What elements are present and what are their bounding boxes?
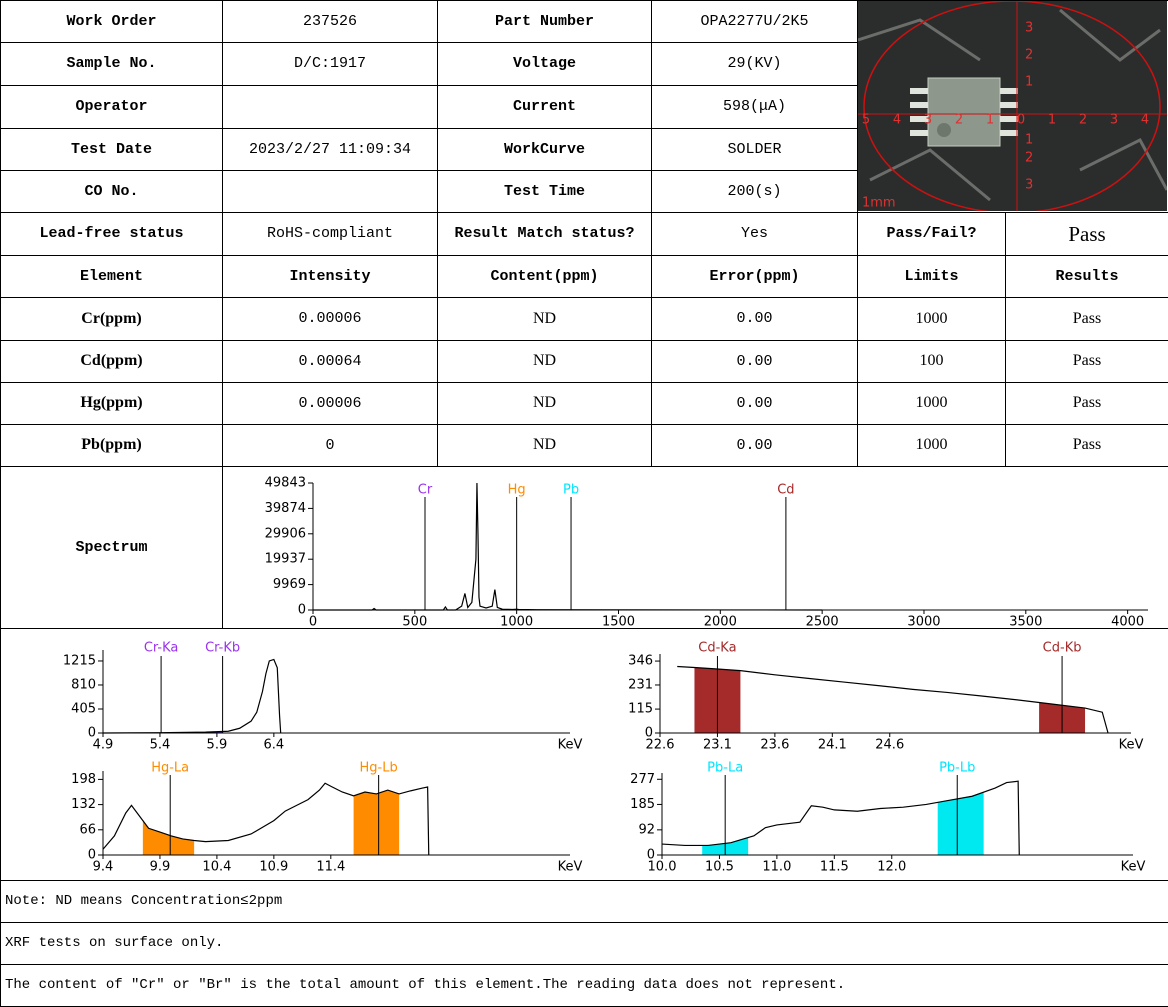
element-cell: 0.00064 [222,340,438,383]
info-label: Test Time [437,170,652,213]
status-cell: RoHS-compliant [222,212,438,256]
info-value: 200(s) [651,170,858,213]
element-cell: Pass [1005,382,1168,425]
column-header: Content(ppm) [437,255,652,298]
column-header: Element [0,255,223,298]
info-value: D/C:1917 [222,42,438,86]
element-cell: Hg(ppm) [0,382,223,425]
status-cell: Lead-free status [0,212,223,256]
spectrum-label: Spectrum [0,466,223,629]
info-value: OPA2277U/2K5 [651,0,858,43]
element-cell: ND [437,297,652,341]
element-cell: 0.00 [651,382,858,425]
info-label: CO No. [0,170,223,213]
element-cell: 1000 [857,424,1006,467]
detail-charts-cell [0,628,1168,881]
info-label: Sample No. [0,42,223,86]
element-cell: 0.00 [651,297,858,341]
note: XRF tests on surface only. [0,922,1168,965]
status-cell: Yes [651,212,858,256]
element-cell: 0.00 [651,340,858,383]
element-cell: ND [437,382,652,425]
element-cell: Pass [1005,340,1168,383]
info-label: WorkCurve [437,128,652,171]
info-value: 237526 [222,0,438,43]
column-header: Intensity [222,255,438,298]
note: Note: ND means Concentration≤2ppm [0,880,1168,923]
info-value: 2023/2/27 11:09:34 [222,128,438,171]
info-label: Operator [0,85,223,129]
info-value: 598(μA) [651,85,858,129]
element-cell: 0.00006 [222,297,438,341]
element-cell: 0.00 [651,424,858,467]
element-cell: Pass [1005,297,1168,341]
photo-cell [857,0,1168,213]
info-value [222,85,438,129]
info-label: Work Order [0,0,223,43]
info-label: Current [437,85,652,129]
status-cell: Pass/Fail? [857,212,1006,256]
spectrum-cell [222,466,1168,629]
element-cell: Cd(ppm) [0,340,223,383]
element-cell: 0 [222,424,438,467]
info-value: 29(KV) [651,42,858,86]
info-label: Test Date [0,128,223,171]
info-value [222,170,438,213]
note: The content of "Cr" or "Br" is the total… [0,964,1168,1007]
info-value: SOLDER [651,128,858,171]
element-cell: 1000 [857,382,1006,425]
element-cell: 0.00006 [222,382,438,425]
element-cell: 1000 [857,297,1006,341]
column-header: Limits [857,255,1006,298]
element-cell: Pass [1005,424,1168,467]
element-cell: 100 [857,340,1006,383]
element-cell: ND [437,424,652,467]
status-cell: Pass [1005,212,1168,256]
info-label: Voltage [437,42,652,86]
element-cell: Pb(ppm) [0,424,223,467]
element-cell: Cr(ppm) [0,297,223,341]
column-header: Error(ppm) [651,255,858,298]
column-header: Results [1005,255,1168,298]
status-cell: Result Match status? [437,212,652,256]
element-cell: ND [437,340,652,383]
info-label: Part Number [437,0,652,43]
